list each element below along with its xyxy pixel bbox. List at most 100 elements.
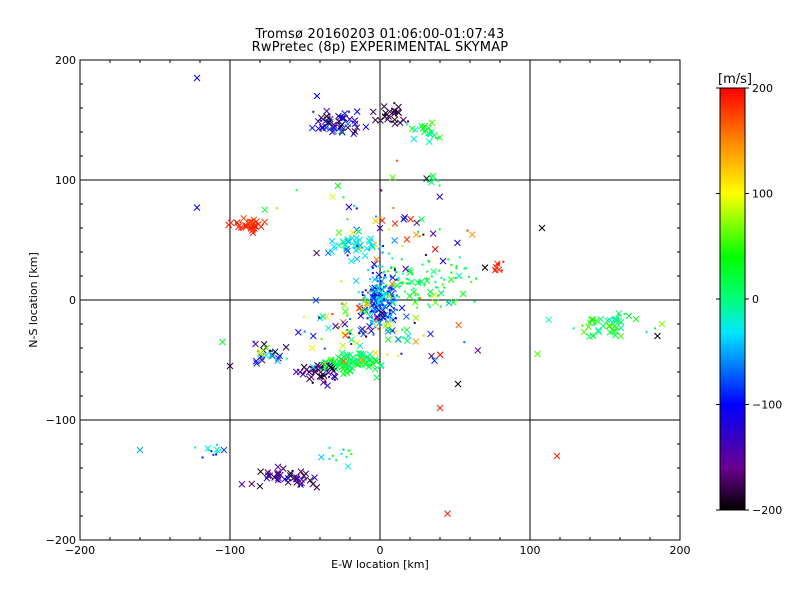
- data-point: [318, 316, 321, 319]
- data-point: [212, 453, 215, 456]
- data-point: [388, 280, 396, 288]
- data-point: [404, 332, 412, 340]
- data-point: [435, 286, 438, 289]
- colorbar-ticks: 200 100 0 −100 −200: [716, 82, 782, 517]
- x-tick-labels: −200 −100 0 100 200: [65, 544, 691, 557]
- data-point: [446, 301, 449, 304]
- data-point: [334, 354, 342, 361]
- data-point: [348, 257, 355, 265]
- data-point: [403, 313, 410, 320]
- data-point: [353, 124, 361, 131]
- data-point: [323, 107, 331, 115]
- data-point: [427, 259, 430, 262]
- data-point: [491, 266, 499, 274]
- data-point: [415, 292, 418, 295]
- data-point: [340, 361, 343, 364]
- data-point: [390, 266, 393, 269]
- data-point: [328, 248, 336, 256]
- data-point: [387, 316, 390, 319]
- data-point: [606, 322, 613, 330]
- data-point: [269, 352, 276, 360]
- data-point: [361, 291, 364, 294]
- data-point: [353, 108, 361, 115]
- data-point: [395, 271, 398, 274]
- x-tick-label: −100: [215, 544, 245, 557]
- x-tick-label: 0: [377, 544, 384, 557]
- data-point: [593, 317, 601, 325]
- data-point: [377, 307, 380, 310]
- data-point: [381, 251, 384, 254]
- data-point: [380, 318, 383, 321]
- data-point: [371, 290, 374, 293]
- data-point: [553, 452, 561, 460]
- data-point: [350, 343, 353, 346]
- data-point: [363, 301, 371, 308]
- chart-subtitle: RwPretec (8p) EXPERIMENTAL SKYMAP: [251, 40, 509, 55]
- data-point: [580, 328, 588, 336]
- data-point: [378, 217, 386, 224]
- data-point: [378, 296, 381, 299]
- data-point: [345, 329, 348, 332]
- data-point: [343, 351, 351, 359]
- data-point: [338, 128, 346, 136]
- data-point: [431, 357, 438, 365]
- data-point: [380, 103, 388, 110]
- data-point: [293, 474, 300, 481]
- data-point: [252, 357, 260, 365]
- data-point: [454, 239, 461, 247]
- data-point: [302, 315, 305, 318]
- data-point: [369, 108, 377, 116]
- data-point: [314, 371, 317, 374]
- data-point: [423, 284, 426, 287]
- data-point: [423, 175, 430, 182]
- data-point: [429, 175, 432, 178]
- data-point: [337, 122, 345, 130]
- data-point: [393, 282, 401, 289]
- data-point: [496, 263, 499, 266]
- data-point: [384, 328, 392, 335]
- data-point: [407, 282, 410, 285]
- data-point: [344, 247, 351, 255]
- data-point: [428, 119, 436, 126]
- data-point: [455, 264, 458, 267]
- data-point: [391, 257, 394, 260]
- data-point: [380, 189, 383, 192]
- data-point: [340, 357, 348, 365]
- data-point: [340, 280, 343, 283]
- data-point: [363, 295, 366, 298]
- data-point: [438, 269, 441, 272]
- data-point: [358, 356, 366, 364]
- data-point: [285, 357, 288, 360]
- data-point: [271, 348, 279, 356]
- data-point: [617, 332, 625, 340]
- x-axis-label: E-W location [km]: [331, 558, 429, 571]
- data-point: [379, 280, 382, 283]
- data-point: [367, 269, 370, 272]
- data-point: [369, 360, 377, 368]
- data-point: [329, 193, 336, 200]
- data-point: [220, 446, 228, 454]
- data-point: [331, 358, 334, 361]
- data-point: [312, 296, 320, 304]
- data-point: [324, 362, 327, 365]
- data-point: [193, 204, 201, 211]
- x-tick-label: 200: [670, 544, 691, 557]
- data-point: [425, 277, 428, 280]
- data-point: [374, 326, 377, 329]
- data-point: [334, 182, 342, 190]
- data-point: [424, 253, 427, 256]
- data-point: [374, 215, 377, 218]
- data-point: [391, 237, 398, 244]
- data-point: [393, 268, 396, 271]
- data-point: [193, 74, 201, 82]
- data-point: [319, 123, 327, 131]
- data-point: [275, 469, 282, 477]
- data-point: [428, 305, 431, 308]
- data-point: [390, 309, 393, 312]
- data-point: [465, 267, 468, 270]
- data-point: [347, 365, 350, 368]
- data-point: [357, 327, 365, 334]
- data-point: [406, 266, 414, 274]
- data-point: [615, 317, 623, 325]
- data-point: [248, 480, 256, 488]
